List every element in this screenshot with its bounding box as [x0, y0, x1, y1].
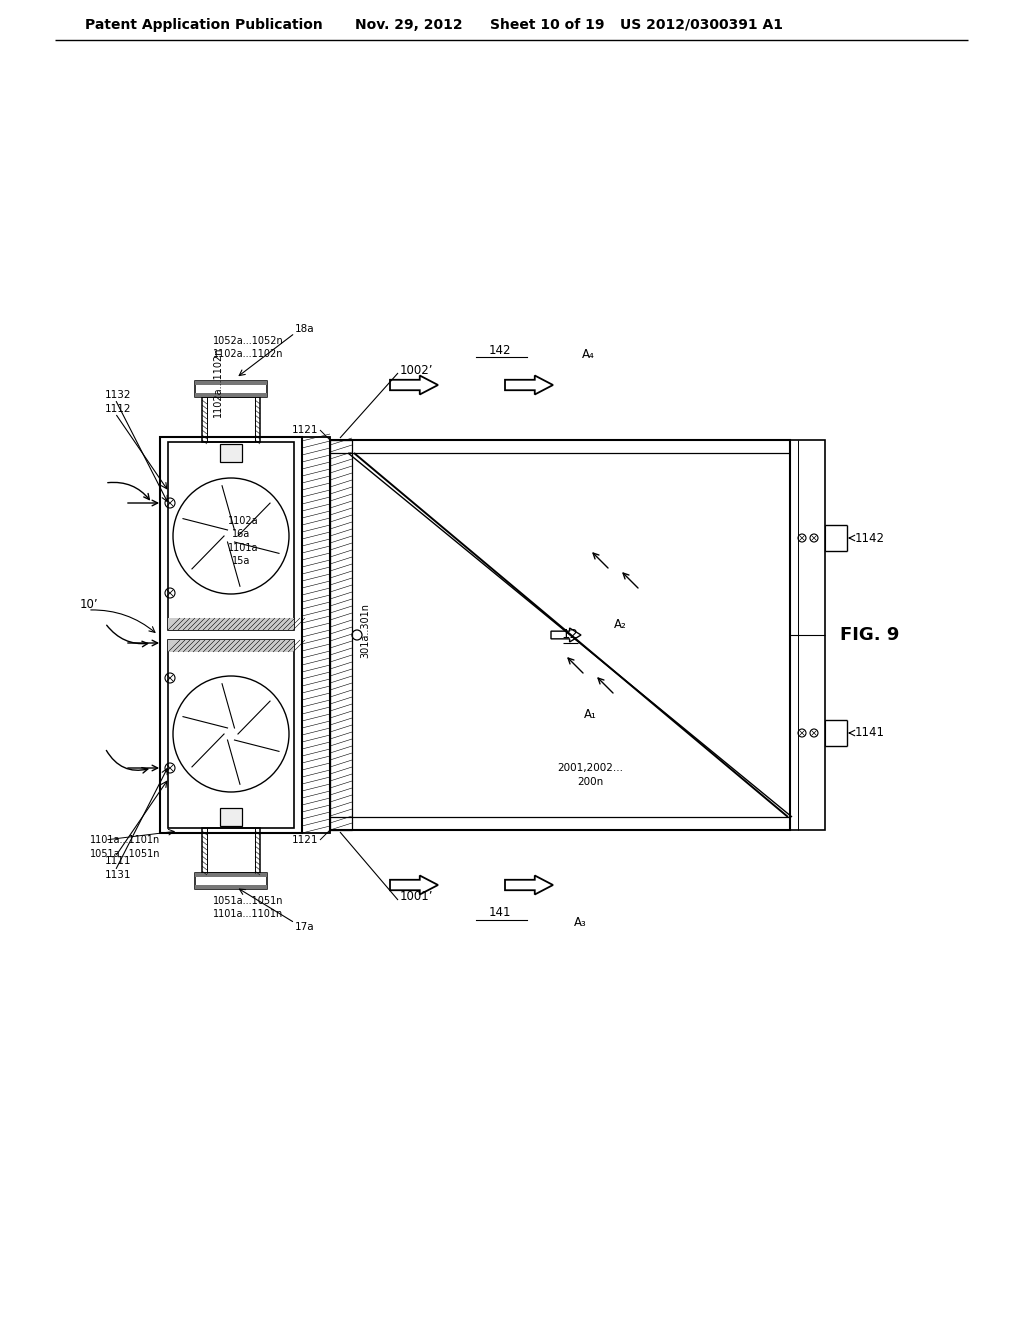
Text: 1052a...1052n: 1052a...1052n [213, 337, 284, 346]
Text: 141: 141 [488, 907, 511, 920]
Text: FIG. 9: FIG. 9 [841, 626, 900, 644]
Text: 142: 142 [488, 343, 511, 356]
Text: 1132: 1132 [105, 389, 131, 400]
Text: 301a..301n: 301a..301n [360, 602, 370, 657]
Bar [195, 381, 267, 385]
Bar [168, 618, 294, 630]
Bar [220, 808, 242, 826]
Text: 1102a...1102n: 1102a...1102n [213, 348, 284, 359]
Bar [168, 640, 294, 828]
Bar [195, 884, 267, 888]
Text: 1112: 1112 [105, 404, 131, 414]
Text: Sheet 10 of 19: Sheet 10 of 19 [490, 18, 604, 32]
Text: 1121: 1121 [292, 836, 318, 845]
Text: 1111: 1111 [105, 855, 131, 866]
Text: 1121: 1121 [292, 425, 318, 436]
Text: A₁: A₁ [584, 709, 596, 722]
Text: 1051a...1051n: 1051a...1051n [213, 896, 284, 906]
Text: 15a: 15a [231, 556, 250, 566]
Text: 1002’: 1002’ [400, 363, 433, 376]
Text: 18a: 18a [295, 323, 314, 334]
Text: 10’: 10’ [80, 598, 98, 611]
Bar [195, 381, 267, 397]
Text: Nov. 29, 2012: Nov. 29, 2012 [355, 18, 463, 32]
Text: 1142: 1142 [855, 532, 885, 544]
Text: 1131: 1131 [105, 870, 131, 880]
Text: A₃: A₃ [573, 916, 587, 929]
Text: 200n: 200n [577, 777, 603, 787]
Bar [168, 640, 294, 652]
Bar [202, 828, 260, 873]
Text: 2001,2002...: 2001,2002... [557, 763, 623, 774]
Bar [202, 397, 260, 442]
Text: 1101a: 1101a [227, 543, 258, 553]
Text: 1102a: 1102a [227, 516, 258, 525]
Bar [195, 393, 267, 397]
Bar [220, 444, 242, 462]
Text: 12: 12 [561, 628, 579, 642]
Bar [195, 873, 267, 876]
Bar [195, 873, 267, 888]
Bar [790, 440, 825, 830]
Bar [330, 440, 352, 830]
Text: A₄: A₄ [582, 348, 594, 362]
Text: 1141: 1141 [855, 726, 885, 739]
Text: US 2012/0300391 A1: US 2012/0300391 A1 [620, 18, 783, 32]
Bar [160, 437, 302, 833]
Bar [168, 442, 294, 630]
Text: 1051a...1051n: 1051a...1051n [90, 849, 161, 859]
Text: 1101a...1101n: 1101a...1101n [213, 909, 283, 919]
Text: Patent Application Publication: Patent Application Publication [85, 18, 323, 32]
Text: 1102a...1102n: 1102a...1102n [213, 347, 223, 417]
Text: 17a: 17a [295, 921, 314, 932]
Bar [302, 437, 330, 833]
Bar [330, 440, 790, 830]
Text: 1001’: 1001’ [400, 891, 433, 903]
Text: 16a: 16a [231, 529, 250, 539]
Text: A₂: A₂ [613, 619, 627, 631]
Text: 1101a...1101n: 1101a...1101n [90, 836, 160, 845]
